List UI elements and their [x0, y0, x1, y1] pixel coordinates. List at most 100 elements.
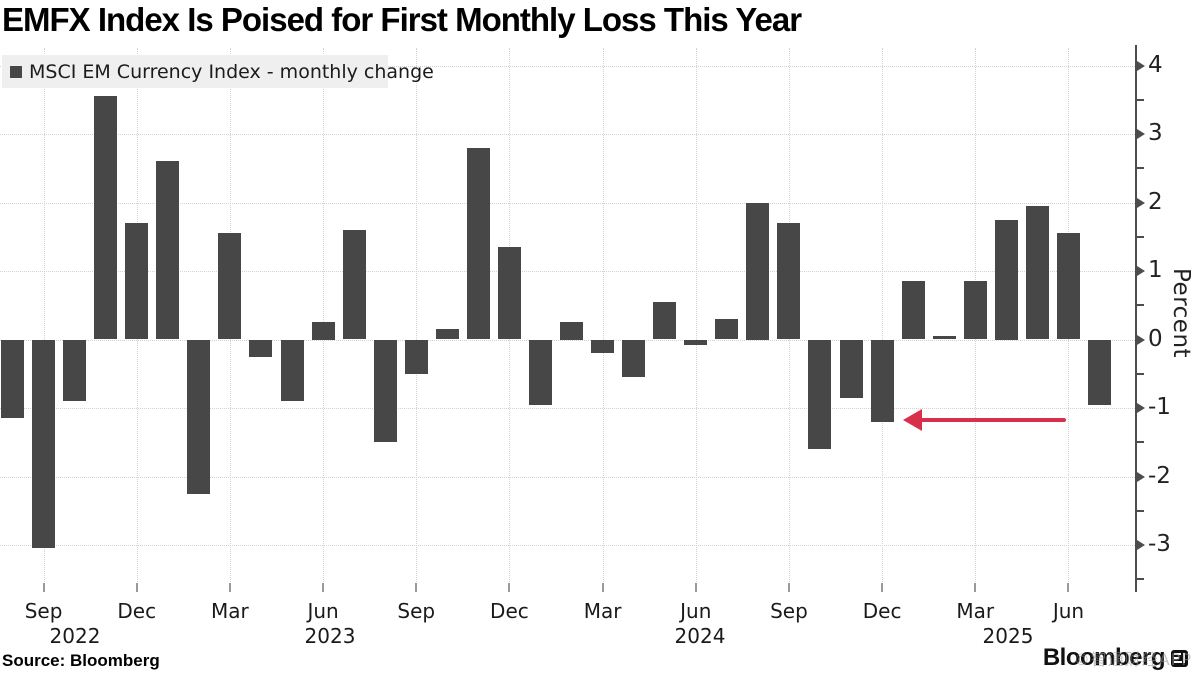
x-axis-tick [42, 583, 45, 592]
x-axis-tick-label: Sep [397, 599, 436, 623]
y-axis-tick-label: 2 [1148, 188, 1163, 215]
v-gridline [43, 48, 45, 592]
v-gridline [882, 48, 884, 592]
x-axis-tick [135, 583, 138, 592]
v-gridline [416, 48, 418, 592]
y-axis-minor-tick [1135, 509, 1144, 512]
bloomberg-logo-text: Bloomberg [1042, 644, 1166, 671]
v-gridline [695, 48, 697, 592]
legend-label: MSCI EM Currency Index - monthly change [29, 60, 434, 83]
x-axis-tick-label: Dec [490, 599, 529, 623]
x-axis-tick [228, 583, 231, 592]
bar [684, 339, 708, 345]
y-axis-major-tick [1137, 197, 1145, 208]
y-axis-minor-tick [1135, 167, 1144, 170]
bar [963, 281, 987, 340]
bar [94, 96, 118, 340]
page-title: EMFX Index Is Poised for First Monthly L… [2, 1, 802, 38]
bar [435, 329, 459, 340]
x-axis-tick [694, 583, 697, 592]
y-axis-title: Percent [1168, 268, 1194, 359]
bar [156, 161, 180, 340]
y-axis-major-tick [1137, 129, 1145, 139]
v-gridline [323, 48, 325, 592]
x-axis-year-label: 2025 [982, 624, 1034, 648]
bloomberg-logo: Bloomberg [1043, 644, 1188, 672]
y-axis-tick-label: 0 [1148, 325, 1163, 352]
h-gridline [0, 271, 1135, 272]
y-axis-minor-tick [1135, 441, 1144, 444]
bar [32, 339, 56, 549]
bar [1087, 339, 1111, 405]
y-axis-tick-label: -3 [1148, 531, 1171, 557]
legend-swatch-icon [10, 65, 22, 78]
bar [591, 339, 615, 354]
y-axis-major-tick [1137, 471, 1145, 482]
bloomberg-terminal-icon [1171, 649, 1188, 667]
x-axis-tick [974, 583, 977, 592]
x-axis-tick-label: Jun [680, 599, 712, 623]
bar [187, 339, 211, 494]
y-axis-major-tick [1137, 403, 1145, 413]
x-axis-tick-label: Mar [211, 599, 249, 623]
x-axis-tick-label: Dec [117, 599, 157, 623]
x-axis-tick-label: Dec [862, 599, 902, 623]
bar [622, 339, 646, 378]
bar [466, 147, 490, 340]
x-axis-tick [322, 583, 325, 592]
h-gridline [0, 134, 1135, 135]
bar [404, 339, 428, 374]
y-axis-minor-tick [1135, 578, 1144, 581]
source-label: Source: Bloomberg [2, 651, 160, 670]
bar [901, 281, 925, 340]
x-axis-tick-label: Sep [24, 599, 63, 623]
y-axis-minor-tick [1135, 235, 1144, 238]
bar [373, 339, 397, 443]
x-axis-year-label: 2023 [304, 624, 356, 648]
bar [870, 339, 894, 422]
x-axis-tick [787, 583, 790, 592]
y-axis-tick-label: -1 [1148, 394, 1171, 420]
y-axis-tick-label: 4 [1148, 51, 1163, 78]
x-axis-tick [601, 583, 604, 592]
y-axis-tick-label: -2 [1148, 462, 1171, 489]
y-axis-major-tick [1137, 60, 1145, 71]
h-gridline [0, 408, 1135, 409]
bar [280, 339, 304, 402]
y-axis-major-tick [1137, 266, 1145, 276]
bar [715, 318, 739, 340]
bar [746, 202, 770, 340]
bar [808, 339, 832, 450]
bar [560, 322, 584, 340]
bar [1, 339, 24, 419]
bar [218, 233, 242, 340]
bar [63, 339, 87, 402]
legend: MSCI EM Currency Index - monthly change [2, 55, 434, 88]
bar [653, 301, 677, 340]
x-axis-tick [1067, 583, 1070, 592]
bar [1025, 205, 1049, 340]
bar [497, 247, 521, 340]
y-axis-minor-tick [1135, 304, 1144, 307]
annotation-arrow-head-icon [903, 409, 922, 431]
bar [528, 339, 552, 405]
y-axis-major-tick [1137, 540, 1145, 550]
y-axis-minor-tick [1135, 372, 1144, 375]
x-axis-tick-label: Mar [583, 599, 622, 623]
y-axis-tick-label: 1 [1148, 257, 1163, 283]
y-axis-major-tick [1137, 334, 1145, 345]
bar [342, 229, 366, 340]
bar [839, 339, 863, 398]
h-gridline [0, 202, 1135, 204]
x-axis-tick [881, 583, 884, 592]
h-gridline [0, 476, 1135, 478]
x-axis-tick-label: Sep [770, 599, 808, 623]
x-axis-tick-label: Jun [307, 599, 339, 623]
x-axis-year-label: 2024 [674, 624, 726, 648]
h-gridline [0, 339, 1135, 341]
x-axis-tick [508, 583, 511, 592]
h-gridline [0, 65, 1135, 67]
bar [249, 339, 273, 357]
bar [777, 223, 801, 340]
x-axis-year-label: 2022 [49, 624, 101, 648]
